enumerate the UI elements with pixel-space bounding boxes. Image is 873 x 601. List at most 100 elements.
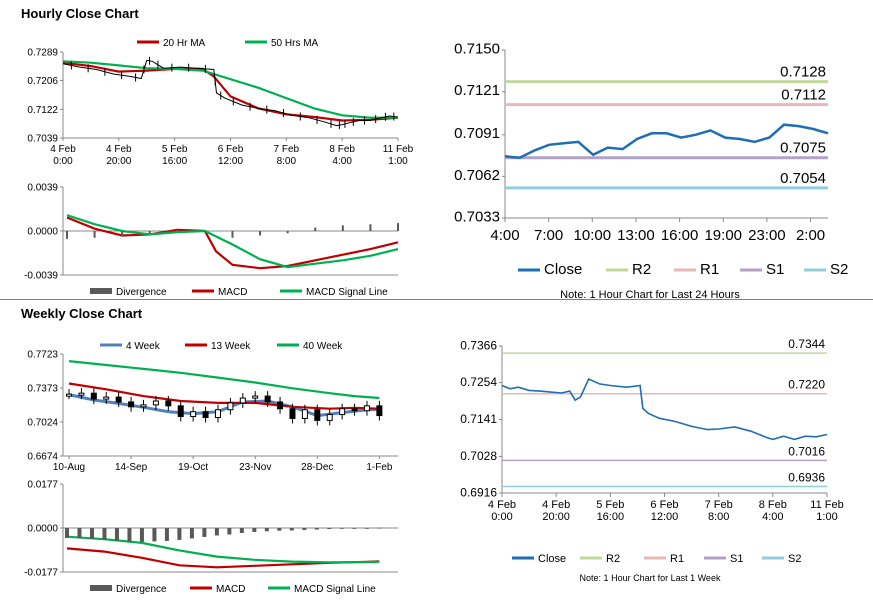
y-tick-label: 0.0039 (27, 183, 58, 194)
weekly-close-levels-chart: 0.7366 0.7254 0.7141 0.7028 0.6916 0.7344 0.72… (460, 337, 843, 565)
weekly-price-chart: 4 Week 13 Week 40 Week 0.7723 0.7373 0.7024 0.… (27, 341, 398, 473)
y-tick-label: 0.6916 (460, 486, 497, 500)
divergence-bar (314, 528, 319, 530)
close-line (501, 377, 828, 441)
candle-body (314, 409, 321, 421)
hourly-section-title: Hourly Close Chart (21, 6, 139, 21)
candle-body (152, 400, 159, 406)
candle-body (165, 400, 172, 407)
legend-label: 50 Hrs MA (271, 38, 319, 49)
x-tick-label: 5 Feb (162, 144, 188, 155)
x-tick-label: 12:00 (651, 511, 679, 523)
x-tick-label: 4:00 (490, 227, 519, 244)
series-line-40-week (68, 360, 380, 400)
divergence-bar (264, 528, 269, 532)
legend-label: R2 (606, 553, 620, 565)
y-tick-label: 0.7122 (27, 105, 58, 116)
divergence-bar (102, 528, 107, 540)
divergence-bar (89, 528, 94, 539)
y-tick-label: 0.7062 (454, 167, 500, 184)
y-tick-label: 0.0000 (27, 227, 58, 238)
x-tick-label: 2:00 (796, 227, 825, 244)
x-tick-label: 11 Feb (383, 144, 414, 155)
divergence-bar (148, 231, 151, 234)
legend-label: Divergence (116, 287, 167, 298)
divergence-bar (231, 231, 234, 238)
x-tick-label: 16:00 (661, 227, 699, 244)
divergence-bar (352, 528, 357, 529)
divergence-bar (66, 231, 68, 239)
y-tick-label: 0.7141 (460, 412, 497, 426)
candle-body (202, 411, 209, 418)
legend-label: Close (538, 553, 566, 565)
y-tick-label: 0.7206 (27, 76, 58, 87)
divergence-bar (341, 225, 344, 231)
divergence-bar (176, 229, 179, 231)
y-tick-label: -0.0039 (24, 271, 58, 282)
divergence-bar (121, 231, 124, 237)
hourly-note: Note: 1 Hour Chart for Last 24 Hours (560, 289, 740, 301)
y-tick-label: 0.7121 (454, 82, 500, 99)
legend-swatch-0 (90, 288, 112, 294)
y-tick-label: 0.7373 (27, 384, 58, 395)
x-tick-label: 19-Oct (178, 462, 208, 473)
x-tick-label: 4 Feb (106, 144, 132, 155)
divergence-bar (286, 231, 289, 234)
divergence-bar (114, 528, 119, 541)
divergence-bar (139, 528, 144, 542)
candle-body (301, 409, 308, 419)
divergence-bar (364, 528, 369, 529)
x-tick-label: 8 Feb (329, 144, 355, 155)
section-divider (0, 299, 873, 300)
divergence-bar (152, 528, 157, 542)
legend-label: S1 (730, 553, 743, 565)
x-tick-label: 16:00 (597, 511, 625, 523)
candle-body (239, 397, 246, 404)
divergence-bar (203, 231, 206, 233)
candle-body (78, 392, 85, 396)
x-tick-label: 16:00 (162, 156, 187, 167)
legend-label: R1 (670, 553, 684, 565)
x-tick-label: 8 Feb (759, 499, 787, 511)
weekly-macd-chart: 0.0177 0.0000 -0.0177 Divergence MACD MACD Si… (24, 480, 398, 595)
legend-label: S2 (788, 553, 801, 565)
y-tick-label: 0.6674 (27, 452, 58, 463)
level-label-r1: 0.7220 (788, 378, 825, 392)
divergence-bar (239, 528, 244, 533)
legend-label: 4 Week (126, 341, 161, 352)
candle-body (289, 408, 296, 419)
legend-label: MACD (216, 584, 245, 595)
candle-body (277, 401, 284, 410)
candle-body (90, 392, 97, 400)
legend-label: R2 (632, 261, 651, 278)
x-tick-label: 23:00 (748, 227, 786, 244)
divergence-bar (339, 528, 344, 529)
candle-body (227, 402, 234, 411)
candle-body (190, 411, 197, 418)
y-tick-label: 0.7091 (454, 125, 500, 142)
candle-body (140, 404, 147, 408)
divergence-bar (214, 528, 219, 536)
divergence-bar (277, 528, 282, 531)
y-tick-label: 0.7150 (454, 41, 500, 58)
divergence-bar (127, 528, 132, 542)
y-tick-label: 0.7289 (27, 48, 58, 59)
y-tick-label: 0.7254 (460, 375, 497, 389)
hourly-price-chart: 20 Hr MA 50 Hrs MA 0.7289 0.7206 0.7122 0.703… (27, 38, 414, 167)
legend-label: MACD Signal Line (306, 287, 388, 298)
x-tick-label: 4 Feb (50, 144, 76, 155)
close-line (504, 123, 829, 159)
level-label-s1: 0.7016 (788, 444, 825, 458)
divergence-bar (397, 223, 399, 231)
legend-swatch-0 (90, 585, 112, 591)
legend-label: MACD (218, 287, 247, 298)
divergence-bar (302, 528, 307, 530)
candle-body (339, 408, 346, 416)
x-tick-label: 19:00 (704, 227, 742, 244)
divergence-bar (189, 528, 194, 539)
x-tick-label: 20:00 (542, 511, 570, 523)
candle-body (128, 401, 135, 408)
candle-body (376, 405, 383, 417)
y-tick-label: 0.7723 (27, 350, 58, 361)
x-tick-label: 11 Feb (810, 499, 843, 511)
